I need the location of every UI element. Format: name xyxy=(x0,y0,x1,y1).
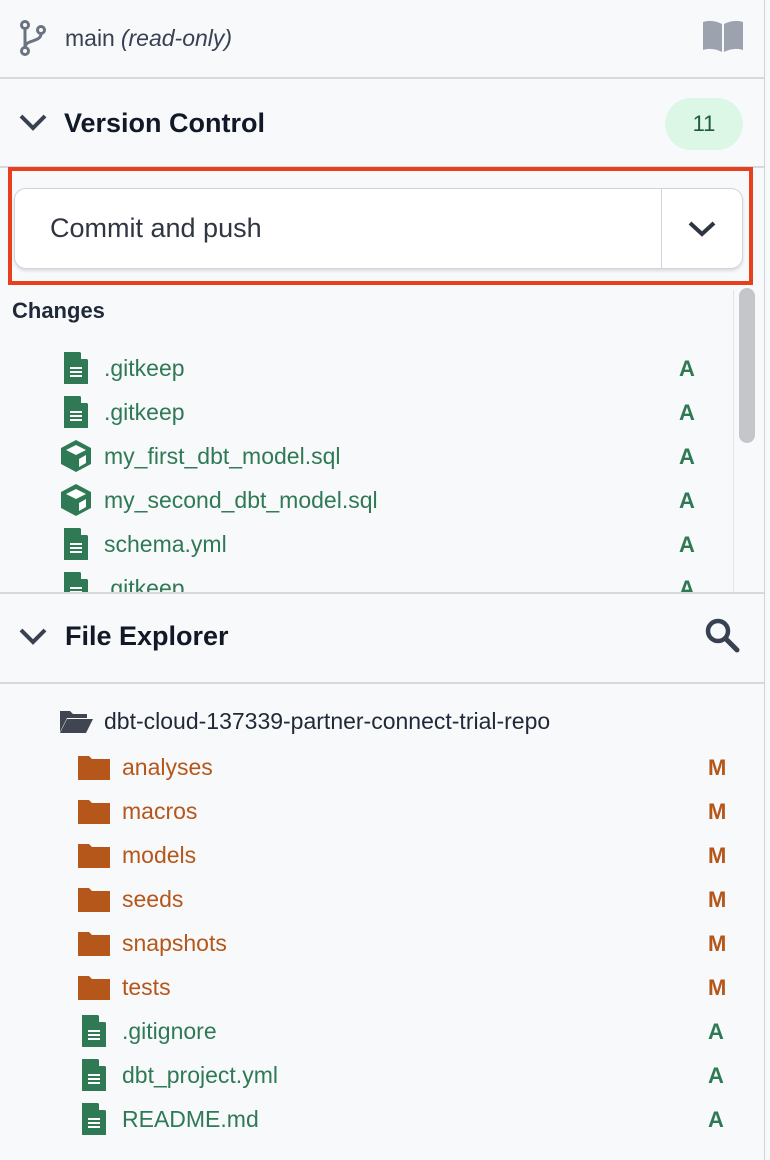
tree-file[interactable]: README.md xyxy=(76,1097,259,1141)
tree-item-name: macros xyxy=(122,797,198,824)
tree-file[interactable]: dbt_project.yml xyxy=(76,1053,278,1097)
tree-folder[interactable]: snapshots xyxy=(76,921,227,965)
tree-item-name: seeds xyxy=(122,885,184,912)
divider xyxy=(0,682,764,684)
commit-options-dropdown[interactable] xyxy=(661,189,742,268)
folder-icon xyxy=(76,886,112,912)
change-status: A xyxy=(679,356,695,381)
chevron-down-icon[interactable] xyxy=(18,627,48,647)
tree-item-name: models xyxy=(122,841,197,868)
file-icon xyxy=(76,1103,112,1135)
panel-border xyxy=(764,0,765,1160)
tree-item-status: M xyxy=(708,755,727,780)
repo-root-name: dbt-cloud-137339-partner-connect-trial-r… xyxy=(104,707,551,734)
change-file-name: my_first_dbt_model.sql xyxy=(104,442,341,469)
change-item[interactable]: my_first_dbt_model.sql xyxy=(58,434,341,478)
chevron-down-icon[interactable] xyxy=(18,113,48,133)
branch-label: main (read-only) xyxy=(65,25,232,52)
branch-mode: (read-only) xyxy=(120,25,233,51)
chevron-down-icon xyxy=(688,221,716,237)
book-icon[interactable] xyxy=(702,20,744,52)
file-icon xyxy=(58,396,94,428)
tree-item-name: tests xyxy=(122,973,171,1000)
change-item[interactable]: schema.yml xyxy=(58,522,227,566)
tree-item-status: A xyxy=(708,1063,724,1088)
commit-split-button[interactable]: Commit and push xyxy=(14,188,743,269)
tree-item-name: .gitignore xyxy=(122,1017,217,1044)
folder-icon xyxy=(76,842,112,868)
tree-item-name: README.md xyxy=(122,1105,259,1132)
change-status: A xyxy=(679,532,695,557)
tree-item-status: A xyxy=(708,1019,724,1044)
branch-name: main xyxy=(65,25,115,51)
tree-item-status: M xyxy=(708,799,727,824)
change-file-name: .gitkeep xyxy=(104,354,185,381)
change-status: A xyxy=(679,488,695,513)
folder-icon xyxy=(76,930,112,956)
tree-item-status: M xyxy=(708,843,727,868)
folder-open-icon xyxy=(58,708,94,734)
file-icon xyxy=(76,1015,112,1047)
tree-item-status: M xyxy=(708,931,727,956)
change-item[interactable]: my_second_dbt_model.sql xyxy=(58,478,378,522)
folder-icon xyxy=(76,974,112,1000)
tree-item-status: A xyxy=(708,1107,724,1132)
file-icon xyxy=(58,352,94,384)
tree-item-name: analyses xyxy=(122,753,213,780)
changes-label: Changes xyxy=(12,298,105,323)
folder-icon xyxy=(76,754,112,780)
change-item[interactable]: .gitkeep xyxy=(58,566,185,593)
change-status: A xyxy=(679,400,695,425)
tree-file[interactable]: .gitignore xyxy=(76,1009,217,1053)
highlight-box xyxy=(8,167,753,285)
change-status: A xyxy=(679,444,695,469)
changes-scrollbar[interactable] xyxy=(739,288,755,443)
tree-item-name: dbt_project.yml xyxy=(122,1061,278,1088)
change-file-name: schema.yml xyxy=(104,530,227,557)
tree-folder[interactable]: models xyxy=(76,833,196,877)
tree-folder[interactable]: tests xyxy=(76,965,171,1009)
version-control-title: Version Control xyxy=(64,108,266,138)
search-icon[interactable] xyxy=(704,617,740,653)
change-file-name: .gitkeep xyxy=(104,574,185,594)
file-icon xyxy=(58,572,94,593)
change-status: A xyxy=(679,576,695,593)
tree-item-name: snapshots xyxy=(122,929,227,956)
changes-count-badge: 11 xyxy=(665,98,743,150)
change-item[interactable]: .gitkeep xyxy=(58,390,185,434)
file-explorer-title: File Explorer xyxy=(65,621,229,651)
model-cube-icon xyxy=(58,483,94,517)
file-icon xyxy=(76,1059,112,1091)
repo-root-folder[interactable]: dbt-cloud-137339-partner-connect-trial-r… xyxy=(58,699,550,743)
change-item[interactable]: .gitkeep xyxy=(58,346,185,390)
change-file-name: my_second_dbt_model.sql xyxy=(104,486,378,513)
folder-icon xyxy=(76,798,112,824)
change-file-name: .gitkeep xyxy=(104,398,185,425)
tree-folder[interactable]: analyses xyxy=(76,745,213,789)
model-cube-icon xyxy=(58,439,94,473)
tree-item-status: M xyxy=(708,975,727,1000)
file-icon xyxy=(58,528,94,560)
commit-and-push-button[interactable]: Commit and push xyxy=(50,213,262,243)
tree-folder[interactable]: macros xyxy=(76,789,197,833)
divider xyxy=(0,592,764,594)
tree-folder[interactable]: seeds xyxy=(76,877,183,921)
tree-item-status: M xyxy=(708,887,727,912)
git-branch-icon xyxy=(20,20,46,56)
divider xyxy=(0,77,764,79)
